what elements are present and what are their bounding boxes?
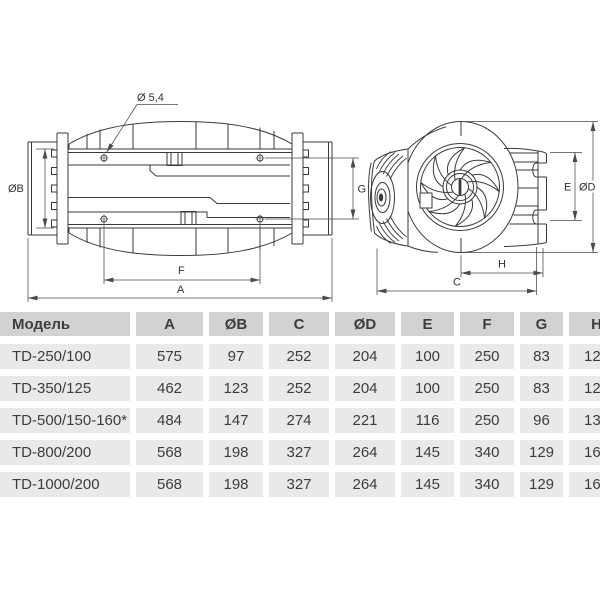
dim-label-od: ØD <box>579 182 596 194</box>
dim-label-c: C <box>453 277 461 289</box>
fan-impeller <box>416 143 504 231</box>
value-cell: 147 <box>209 408 263 433</box>
dim-label-h: H <box>498 259 506 271</box>
value-cell: 123 <box>209 376 263 401</box>
value-cell: 575 <box>136 344 203 369</box>
duct-spigot-right <box>291 132 333 245</box>
value-cell: 568 <box>136 440 203 465</box>
header-f: F <box>460 312 514 336</box>
value-cell: 340 <box>460 472 514 497</box>
value-cell: 250 <box>460 408 514 433</box>
value-cell: 145 <box>401 472 454 497</box>
dim-label-g: G <box>358 184 367 196</box>
value-cell: 129 <box>520 440 563 465</box>
duct-spigot-left <box>27 132 69 245</box>
value-cell: 327 <box>269 472 329 497</box>
front-view <box>368 121 547 253</box>
value-cell: 568 <box>136 472 203 497</box>
value-cell: 221 <box>335 408 395 433</box>
value-cell: 327 <box>269 440 329 465</box>
value-cell: 204 <box>335 344 395 369</box>
mounting-holes <box>99 153 265 224</box>
fan-blades <box>420 147 500 227</box>
table-header-row: Модель A ØB C ØD E F G H <box>0 312 600 336</box>
value-cell: 164 <box>569 440 600 465</box>
table-row: TD-350/125 462 123 252 204 100 250 83 12… <box>0 376 600 401</box>
dim-label-f: F <box>178 265 185 277</box>
header-g: G <box>520 312 563 336</box>
dim-label-e: E <box>564 182 571 194</box>
header-model: Модель <box>0 312 130 336</box>
table-row: TD-500/150-160* 484 147 274 221 116 250 … <box>0 408 600 433</box>
header-e: E <box>401 312 454 336</box>
dim-label-a: A <box>177 284 185 296</box>
header-ob: ØB <box>209 312 263 336</box>
housing-clip-top <box>166 152 183 166</box>
table-row: TD-1000/200 568 198 327 264 145 340 129 … <box>0 472 600 497</box>
value-cell: 129 <box>520 472 563 497</box>
value-cell: 252 <box>269 376 329 401</box>
label-mask <box>577 180 599 193</box>
value-cell: 121 <box>569 344 600 369</box>
value-cell: 250 <box>460 376 514 401</box>
value-cell: 121 <box>569 376 600 401</box>
model-cell: TD-500/150-160* <box>0 408 130 433</box>
mounting-bracket <box>503 147 547 247</box>
value-cell: 83 <box>520 376 563 401</box>
value-cell: 204 <box>335 376 395 401</box>
front-housing <box>403 121 519 253</box>
value-cell: 164 <box>569 472 600 497</box>
value-cell: 252 <box>269 344 329 369</box>
value-cell: 83 <box>520 344 563 369</box>
value-cell: 340 <box>460 440 514 465</box>
value-cell: 134 <box>569 408 600 433</box>
model-cell: TD-250/100 <box>0 344 130 369</box>
value-cell: 96 <box>520 408 563 433</box>
dimensions-table: Модель A ØB C ØD E F G H TD-250/100 575 … <box>0 312 600 504</box>
header-od: ØD <box>335 312 395 336</box>
model-cell: TD-1000/200 <box>0 472 130 497</box>
table-row: TD-800/200 568 198 327 264 145 340 129 1… <box>0 440 600 465</box>
header-c: C <box>269 312 329 336</box>
fan-hub <box>442 169 478 205</box>
header-a: A <box>136 312 203 336</box>
value-cell: 462 <box>136 376 203 401</box>
value-cell: 198 <box>209 440 263 465</box>
side-view <box>27 120 333 257</box>
upper-housing-shell <box>68 120 293 149</box>
value-cell: 484 <box>136 408 203 433</box>
value-cell: 100 <box>401 376 454 401</box>
value-cell: 264 <box>335 440 395 465</box>
value-cell: 264 <box>335 472 395 497</box>
value-cell: 100 <box>401 344 454 369</box>
value-cell: 250 <box>460 344 514 369</box>
header-h: H <box>569 312 600 336</box>
value-cell: 116 <box>401 408 454 433</box>
value-cell: 97 <box>209 344 263 369</box>
table-row: TD-250/100 575 97 252 204 100 250 83 121 <box>0 344 600 369</box>
dim-label-hole-diameter: Ø 5,4 <box>137 92 164 104</box>
model-cell: TD-800/200 <box>0 440 130 465</box>
ring-clip <box>419 192 433 209</box>
value-cell: 274 <box>269 408 329 433</box>
value-cell: 145 <box>401 440 454 465</box>
model-cell: TD-350/125 <box>0 376 130 401</box>
spigot-boss <box>370 171 395 224</box>
technical-drawing: Ø 5,4 ØB G F A <box>8 92 599 302</box>
side-view-dimensions <box>27 104 359 302</box>
front-spigot <box>368 148 409 247</box>
lower-housing-shell <box>68 228 293 257</box>
value-cell: 198 <box>209 472 263 497</box>
dim-label-ob: ØB <box>8 183 24 195</box>
housing-clip-bottom <box>180 211 197 225</box>
